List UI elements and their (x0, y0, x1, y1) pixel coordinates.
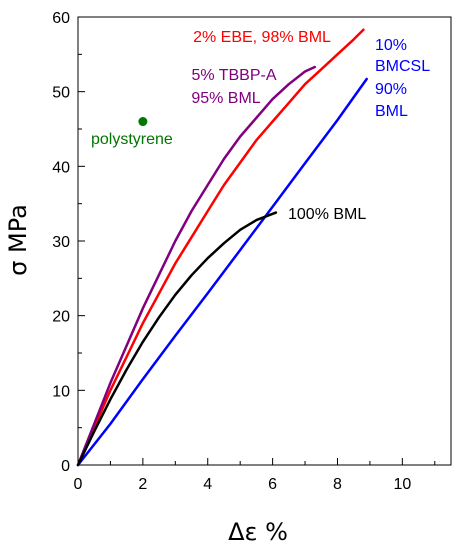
label-tbbp-line1: 5% TBBP-A (191, 67, 276, 84)
x-tick-label: 8 (333, 476, 342, 493)
x-tick-label: 4 (203, 476, 212, 493)
label-bmcsl-line1: 10% (375, 37, 407, 54)
label-polystyrene: polystyrene (91, 131, 173, 148)
label-bmcsl-line4: BML (375, 103, 408, 120)
x-tick-label: 0 (74, 476, 83, 493)
y-tick-label: 0 (61, 458, 70, 475)
label-bmcsl-line2: BMCSL (375, 58, 430, 75)
y-tick-label: 20 (52, 309, 70, 326)
x-axis-title: Δε % (228, 518, 288, 546)
x-tick-label: 6 (268, 476, 277, 493)
y-axis-title: σ MPa (4, 204, 32, 276)
polystyrene-point (138, 117, 148, 127)
y-tick-label: 40 (52, 159, 70, 176)
series-line-5-tbbp-a-95-bml (76, 65, 317, 467)
y-tick-label: 50 (52, 85, 70, 102)
axes: 0 2 4 6 8 10 0 10 20 30 40 50 60 (52, 10, 452, 493)
series-line-2-ebe-98-bml (76, 28, 365, 467)
y-tick-label: 30 (52, 234, 70, 251)
label-bml: 100% BML (288, 206, 366, 223)
series-line-100-bml (76, 211, 278, 467)
x-tick-label: 2 (138, 476, 147, 493)
label-tbbp-line2: 95% BML (191, 90, 260, 107)
label-ebe: 2% EBE, 98% BML (193, 29, 331, 46)
y-tick-label: 10 (52, 383, 70, 400)
x-tick-label: 10 (393, 476, 411, 493)
y-tick-label: 60 (52, 10, 70, 27)
label-bmcsl-line3: 90% (375, 81, 407, 98)
series-line-10-bmcsl-90-bml (76, 77, 368, 467)
series-layer (76, 28, 368, 467)
